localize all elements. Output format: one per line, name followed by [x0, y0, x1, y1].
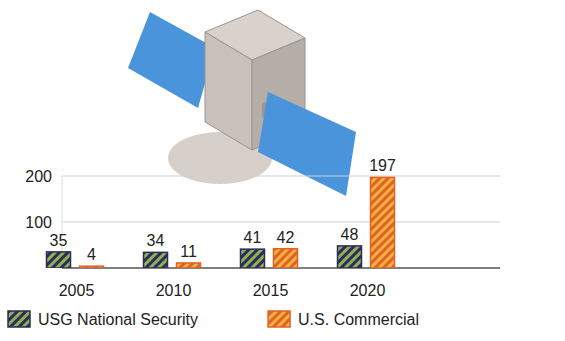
y-tick-label: 100: [25, 214, 52, 231]
legend-label: USG National Security: [38, 311, 198, 328]
data-label: 35: [50, 232, 68, 249]
y-tick-label: 200: [25, 168, 52, 185]
x-tick-label: 2015: [253, 282, 289, 299]
data-label: 4: [87, 246, 96, 263]
satellite: [128, 10, 356, 196]
bar: [47, 252, 71, 268]
data-label: 34: [147, 232, 165, 249]
data-label: 42: [277, 229, 295, 246]
x-tick-label: 2010: [156, 282, 192, 299]
data-label: 41: [244, 229, 262, 246]
solar-panel: [258, 92, 356, 196]
grid-line: [62, 176, 500, 177]
grid-line: [62, 222, 500, 223]
bar: [177, 263, 201, 268]
bar: [338, 246, 362, 268]
chart: 100 200 2005 2010 2015 2020 35 4 34 11 41 42 48 197 US…: [0, 0, 565, 341]
solar-panel: [128, 12, 215, 108]
data-label: 48: [341, 226, 359, 243]
body-front: [205, 32, 252, 150]
data-label: 197: [369, 157, 396, 174]
bar: [144, 252, 168, 268]
legend-label: U.S. Commercial: [298, 311, 419, 328]
data-label: 11: [180, 243, 197, 260]
bars: [47, 177, 395, 268]
bar: [371, 177, 395, 268]
legend-swatch: [8, 311, 30, 327]
legend: USG National Security U.S. Commercial: [8, 311, 419, 328]
x-tick-label: 2020: [350, 282, 386, 299]
bar: [80, 266, 104, 268]
bar: [274, 249, 298, 268]
legend-swatch: [268, 311, 290, 327]
x-tick-label: 2005: [59, 282, 95, 299]
bar: [241, 249, 265, 268]
